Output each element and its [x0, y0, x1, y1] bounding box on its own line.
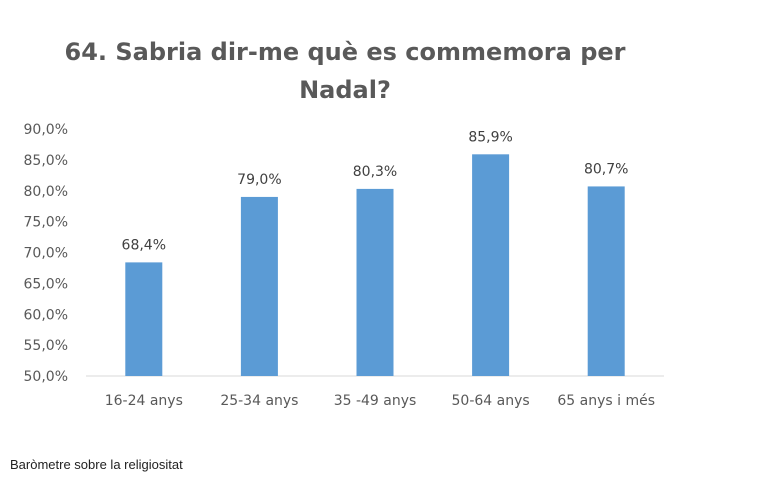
- y-tick-label: 55,0%: [24, 338, 68, 354]
- bar: [472, 154, 510, 376]
- source-caption: Baròmetre sobre la religiositat: [10, 457, 183, 472]
- data-label: 68,4%: [122, 237, 166, 253]
- x-tick-label: 50-64 anys: [452, 393, 530, 409]
- data-label: 80,3%: [353, 164, 397, 180]
- chart-title-line-2: Nadal?: [299, 76, 391, 104]
- data-label: 80,7%: [584, 161, 628, 177]
- x-tick-label: 16-24 anys: [105, 393, 183, 409]
- bar: [587, 186, 625, 376]
- y-tick-label: 60,0%: [24, 307, 68, 323]
- data-label: 85,9%: [468, 129, 512, 145]
- x-tick-label: 65 anys i més: [557, 393, 655, 409]
- y-tick-label: 70,0%: [24, 246, 68, 262]
- y-tick-label: 80,0%: [24, 184, 68, 200]
- y-tick-label: 65,0%: [24, 276, 68, 292]
- bar-chart: 64. Sabria dir-me què es commemora per N…: [24, 38, 664, 409]
- y-tick-label: 85,0%: [24, 153, 68, 169]
- y-tick-label: 75,0%: [24, 215, 68, 231]
- chart-title-line-1: 64. Sabria dir-me què es commemora per: [65, 38, 626, 66]
- bar: [240, 196, 278, 376]
- x-tick-label: 25-34 anys: [220, 393, 298, 409]
- data-label: 79,0%: [237, 172, 281, 188]
- x-tick-label: 35 -49 anys: [334, 393, 417, 409]
- y-tick-label: 50,0%: [24, 369, 68, 385]
- bar: [356, 188, 394, 376]
- bar: [125, 262, 163, 376]
- y-tick-label: 90,0%: [24, 122, 68, 138]
